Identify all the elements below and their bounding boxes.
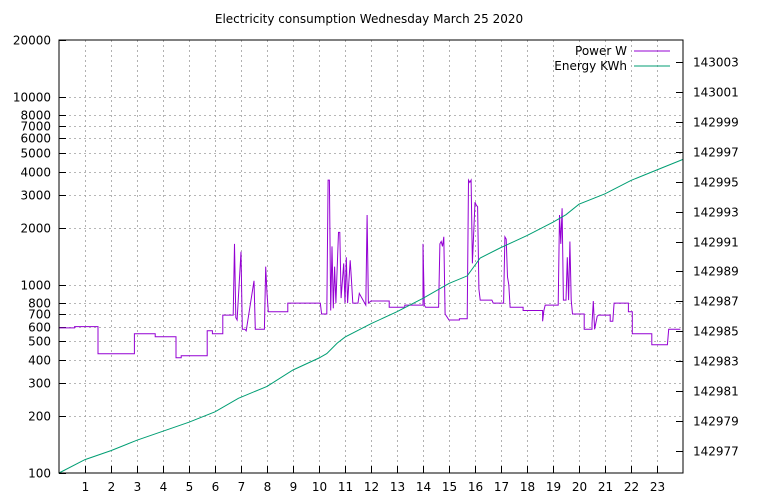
x-tick-label: 4 [160, 480, 168, 494]
y-right-tick-label: 142997 [693, 146, 739, 160]
y-right-tick-label: 142991 [693, 236, 739, 250]
y-right-tick-label: 142979 [693, 415, 739, 429]
y-left-tick-label: 400 [28, 354, 51, 368]
x-tick-label: 13 [390, 480, 405, 494]
right-axis-ticks: 142977 142979 142981 142983 142985 142987 1429… [676, 56, 739, 459]
y-right-tick-label: 142993 [693, 206, 739, 220]
x-tick-label: 21 [598, 480, 613, 494]
y-left-tick-label: 7000 [20, 120, 51, 134]
x-tick-label: 19 [546, 480, 561, 494]
x-tick-label: 8 [264, 480, 272, 494]
y-left-tick-label: 500 [28, 335, 51, 349]
y-left-tick-label: 700 [28, 308, 51, 322]
y-right-tick-label: 143001 [693, 86, 739, 100]
legend-label: Energy KWh [554, 59, 627, 73]
series-line-energy-kwh [58, 158, 684, 474]
x-tick-label: 16 [468, 480, 483, 494]
x-tick-label: 23 [650, 480, 665, 494]
y-right-tick-label: 142995 [693, 176, 739, 190]
y-right-tick-label: 142999 [693, 116, 739, 130]
y-left-tick-label: 600 [28, 321, 51, 335]
y-right-tick-label: 142985 [693, 325, 739, 339]
x-tick-label: 10 [312, 480, 327, 494]
y-left-tick-label: 3000 [20, 189, 51, 203]
y-left-tick-label: 800 [28, 297, 51, 311]
x-tick-label: 5 [186, 480, 194, 494]
y-left-tick-label: 1000 [20, 279, 51, 293]
x-tick-label: 18 [520, 480, 535, 494]
grid [59, 40, 683, 473]
x-tick-label: 6 [212, 480, 220, 494]
x-tick-label: 20 [572, 480, 587, 494]
y-left-tick-label: 20000 [13, 34, 51, 48]
x-tick-label: 17 [494, 480, 509, 494]
plot-frame [58, 39, 684, 474]
series-group [58, 158, 684, 474]
x-tick-label: 22 [624, 480, 639, 494]
y-left-tick-label: 4000 [20, 166, 51, 180]
x-axis-ticks: 1 2 3 4 5 6 7 8 9 10 11 12 13 14 15 16 17 18 19 20 21 22 23 [82, 466, 665, 494]
y-right-tick-label: 142989 [693, 265, 739, 279]
chart-title: Electricity consumption Wednesday March … [215, 12, 523, 26]
x-tick-label: 12 [364, 480, 379, 494]
y-left-tick-label: 10000 [13, 91, 51, 105]
x-tick-label: 3 [134, 480, 142, 494]
y-right-tick-label: 142987 [693, 295, 739, 309]
y-left-tick-label: 100 [28, 467, 51, 481]
x-tick-label: 11 [338, 480, 353, 494]
y-right-tick-label: 142983 [693, 355, 739, 369]
series-line-power-w [59, 178, 681, 359]
y-left-tick-label: 200 [28, 410, 51, 424]
x-tick-label: 15 [442, 480, 457, 494]
x-tick-label: 7 [238, 480, 246, 494]
x-tick-label: 9 [290, 480, 298, 494]
x-tick-label: 1 [82, 480, 90, 494]
y-right-tick-label: 142977 [693, 445, 739, 459]
legend-label: Power W [575, 44, 627, 58]
y-left-tick-label: 5000 [20, 147, 51, 161]
y-left-tick-label: 2000 [20, 222, 51, 236]
y-right-tick-label: 143003 [693, 56, 739, 70]
x-tick-label: 2 [108, 480, 116, 494]
y-right-tick-label: 142981 [693, 385, 739, 399]
y-left-tick-label: 300 [28, 377, 51, 391]
y-left-tick-label: 8000 [20, 109, 51, 123]
x-tick-label: 14 [416, 480, 431, 494]
y-left-tick-label: 6000 [20, 132, 51, 146]
